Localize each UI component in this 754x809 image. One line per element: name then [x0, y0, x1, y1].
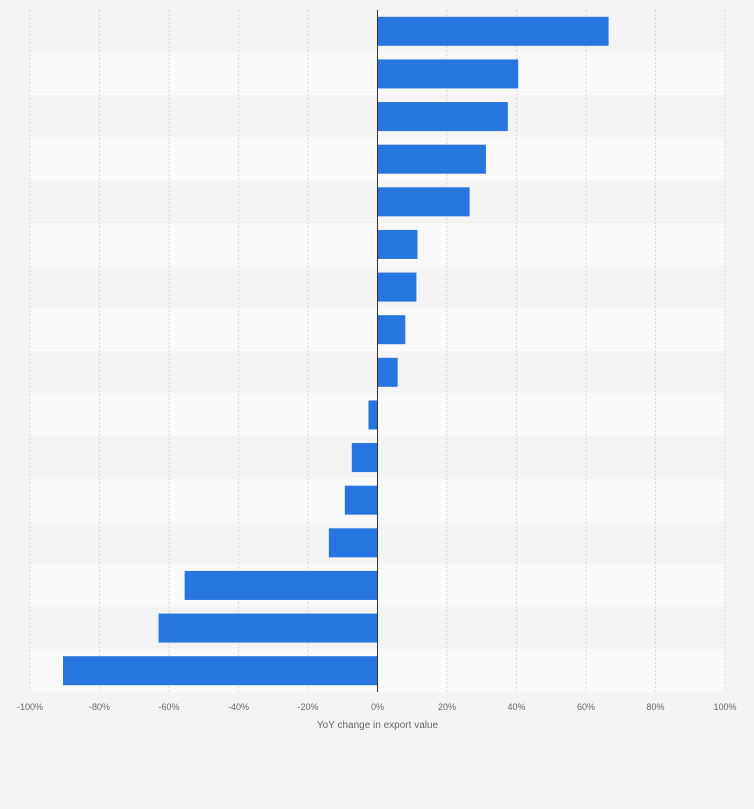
x-tick-label: -60%: [158, 702, 179, 712]
bar[interactable]: [328, 528, 378, 558]
x-tick-label: -80%: [89, 702, 110, 712]
bar[interactable]: [377, 187, 470, 217]
bar[interactable]: [368, 400, 378, 430]
bar[interactable]: [377, 229, 418, 259]
bar[interactable]: [377, 102, 508, 132]
bar[interactable]: [377, 144, 486, 174]
gridlines: [29, 10, 726, 692]
bar[interactable]: [344, 485, 378, 515]
x-tick-label: 60%: [577, 702, 595, 712]
x-tick-label: 80%: [646, 702, 664, 712]
bar[interactable]: [63, 656, 378, 686]
x-axis-title: YoY change in export value: [317, 720, 439, 731]
x-tick-label: 100%: [713, 702, 736, 712]
bar[interactable]: [184, 570, 378, 600]
bar[interactable]: [377, 272, 417, 302]
bars: [63, 16, 609, 686]
bar[interactable]: [158, 613, 378, 643]
bar[interactable]: [377, 315, 406, 345]
bar[interactable]: [377, 357, 398, 387]
bar[interactable]: [377, 16, 609, 46]
x-tick-label: -100%: [17, 702, 43, 712]
x-tick-label: 40%: [507, 702, 525, 712]
x-tick-label: -40%: [228, 702, 249, 712]
bar[interactable]: [377, 59, 519, 89]
x-tick-label: 0%: [371, 702, 384, 712]
x-tick-label: 20%: [438, 702, 456, 712]
x-axis-tick-labels: -100% -80% -60% -40% -20% 0% 20% 40% 60% 80% 100%: [17, 702, 737, 712]
x-tick-label: -20%: [297, 702, 318, 712]
bar[interactable]: [351, 443, 378, 473]
